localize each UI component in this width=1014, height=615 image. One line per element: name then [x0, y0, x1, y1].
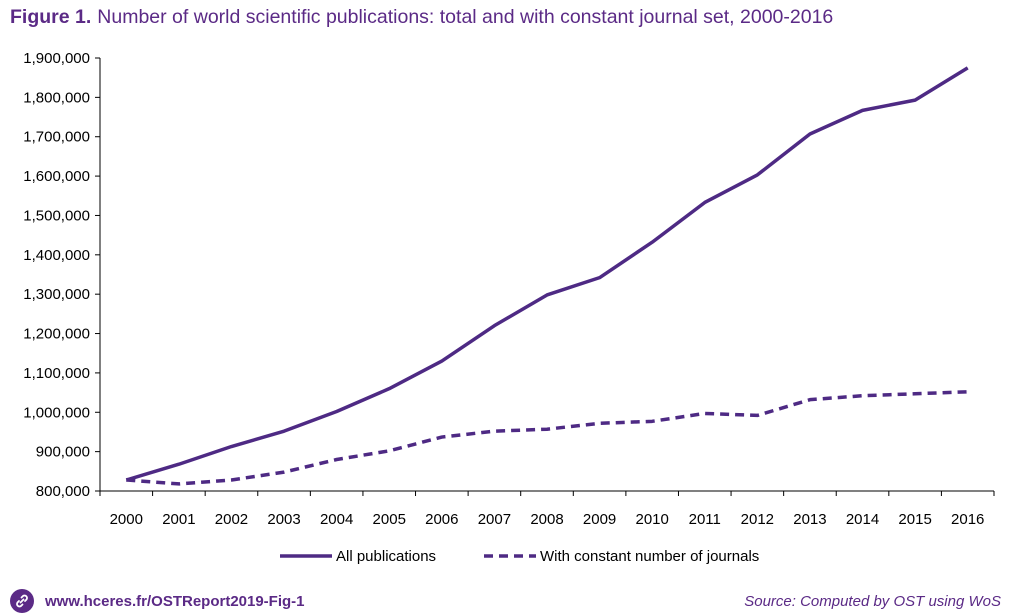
x-tick-label: 2012 — [741, 511, 774, 528]
series-line-all-publications — [125, 66, 969, 482]
x-tick-label: 2004 — [320, 511, 353, 528]
x-tick-label: 2015 — [898, 511, 931, 528]
y-tick-label: 1,600,000 — [23, 168, 90, 185]
x-tick-label: 2000 — [110, 511, 143, 528]
y-tick-label: 800,000 — [36, 483, 90, 500]
x-tick-label: 2007 — [478, 511, 511, 528]
legend-label: All publications — [336, 548, 436, 565]
x-tick-label: 2009 — [583, 511, 616, 528]
x-tick-label: 2016 — [951, 511, 984, 528]
y-tick-label: 1,400,000 — [23, 247, 90, 264]
y-tick-label: 1,000,000 — [23, 404, 90, 421]
footer-link[interactable]: www.hceres.fr/OSTReport2019-Fig-1 — [10, 589, 305, 613]
y-tick-label: 1,200,000 — [23, 326, 90, 343]
y-tick-label: 1,900,000 — [23, 50, 90, 67]
figure-title-text: Number of world scientific publications:… — [97, 6, 834, 28]
x-tick-label: 2005 — [373, 511, 406, 528]
y-tick-label: 1,800,000 — [23, 89, 90, 106]
x-tick-label: 2001 — [162, 511, 195, 528]
x-tick-label: 2014 — [846, 511, 879, 528]
link-icon — [10, 589, 34, 613]
series-line-constant-journals — [126, 390, 968, 486]
x-tick-label: 2002 — [215, 511, 248, 528]
x-tick-label: 2013 — [793, 511, 826, 528]
x-tick-label: 2011 — [689, 511, 721, 528]
x-tick-label: 2008 — [530, 511, 563, 528]
y-tick-label: 1,700,000 — [23, 129, 90, 146]
footer-link-text[interactable]: www.hceres.fr/OSTReport2019-Fig-1 — [45, 592, 305, 610]
y-tick-label: 900,000 — [36, 444, 90, 461]
y-tick-label: 1,500,000 — [23, 207, 90, 224]
figure-title: Figure 1. Number of world scientific publ… — [10, 6, 833, 29]
x-tick-label: 2006 — [425, 511, 458, 528]
legend-label: With constant number of journals — [540, 548, 759, 565]
x-tick-label: 2010 — [635, 511, 668, 528]
y-tick-label: 1,300,000 — [23, 286, 90, 303]
figure-label: Figure 1. — [10, 6, 92, 28]
x-tick-label: 2003 — [267, 511, 300, 528]
source-note: Source: Computed by OST using WoS — [744, 593, 1001, 610]
y-tick-label: 1,100,000 — [23, 365, 90, 382]
